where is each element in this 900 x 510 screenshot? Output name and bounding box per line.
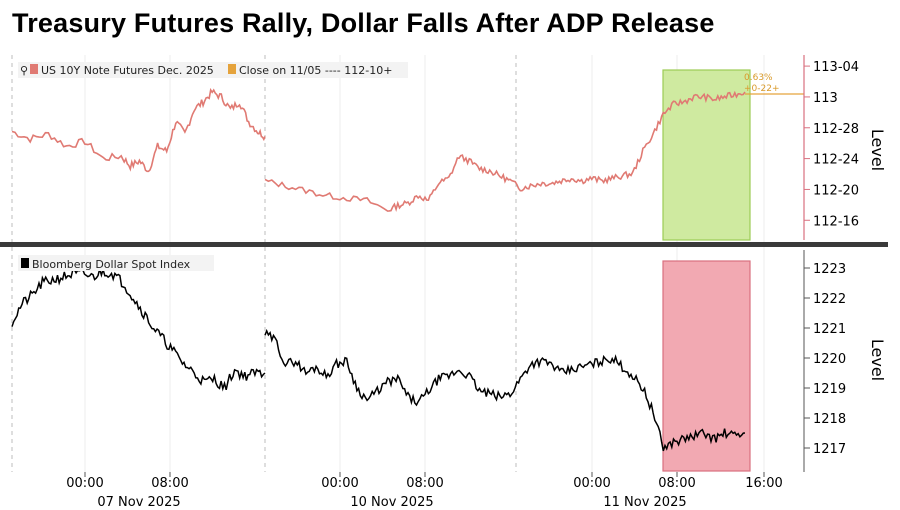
legend-top: ⚲ US 10Y Note Futures Dec. 2025 Close on…	[18, 62, 408, 78]
legend-swatch-dollar	[21, 258, 29, 268]
y-tick-top-label-3: 112-28	[813, 122, 859, 137]
x-tick-date-2: 11 Nov 2025	[603, 495, 686, 510]
y-tick-top-label-1: 112-20	[813, 183, 859, 198]
dollar-series	[11, 266, 746, 452]
y-tick-bottom-label-1: 1218	[813, 412, 846, 427]
x-tick-time-4: 00:00	[573, 476, 610, 491]
x-tick-time-6: 16:00	[745, 476, 782, 491]
annotation-percent: 0.63%	[744, 73, 773, 83]
x-tick-date-0: 07 Nov 2025	[97, 495, 180, 510]
futures-line-session-2	[264, 90, 746, 213]
y-axis-title-bottom: Level	[868, 339, 887, 381]
x-tick-time-2: 00:00	[321, 476, 358, 491]
y-tick-top-label-5: 113-04	[813, 60, 859, 75]
legend-label-close: Close on 11/05 ---- 112-10+	[239, 64, 392, 77]
annotation-points: +0-22+	[744, 84, 780, 94]
legend-top-bg	[18, 62, 408, 78]
y-tick-bottom-label-5: 1222	[813, 292, 846, 307]
y-tick-bottom-label-4: 1221	[813, 322, 846, 337]
y-tick-bottom-label-2: 1219	[813, 382, 846, 397]
futures-series	[11, 87, 746, 213]
y-tick-top-label-0: 112-16	[813, 214, 859, 229]
dollar-line-session-1	[11, 266, 266, 392]
panel-separator	[0, 242, 888, 247]
futures-line-session-1	[11, 87, 266, 173]
legend-swatch-close	[228, 64, 236, 74]
y-tick-top-label-2: 112-24	[813, 153, 859, 168]
legend-label-dollar: Bloomberg Dollar Spot Index	[32, 258, 191, 271]
legend-label-futures: US 10Y Note Futures Dec. 2025	[41, 64, 214, 77]
y-tick-bottom-label-6: 1223	[813, 262, 846, 277]
y-tick-bottom-label-0: 1217	[813, 442, 846, 457]
x-tick-time-0: 00:00	[66, 476, 103, 491]
y-axis-title-top: Level	[868, 129, 887, 171]
y-ticks-top: 112-16 112-20 112-24 112-28 113 113-04	[804, 60, 859, 229]
legend-swatch-futures	[30, 64, 38, 74]
chart-title: Treasury Futures Rally, Dollar Falls Aft…	[12, 8, 715, 38]
x-tick-time-3: 08:00	[406, 476, 443, 491]
x-tick-time-1: 08:00	[151, 476, 188, 491]
y-tick-top-label-4: 113	[813, 91, 838, 106]
x-tick-time-5: 08:00	[658, 476, 695, 491]
dollar-line-session-2	[264, 328, 746, 452]
legend-pin-icon: ⚲	[20, 64, 28, 77]
x-ticks: 00:00 08:00 00:00 08:00 00:00 08:00 16:00 07 No…	[66, 472, 783, 510]
post-release-highlight-bottom	[662, 260, 751, 472]
y-tick-bottom-label-3: 1220	[813, 352, 846, 367]
legend-bottom-bg	[18, 255, 214, 271]
legend-bottom: Bloomberg Dollar Spot Index	[18, 255, 214, 271]
y-ticks-bottom: 1217 1218 1219 1220 1221 1222 1223	[804, 262, 846, 457]
x-tick-date-1: 10 Nov 2025	[350, 495, 433, 510]
